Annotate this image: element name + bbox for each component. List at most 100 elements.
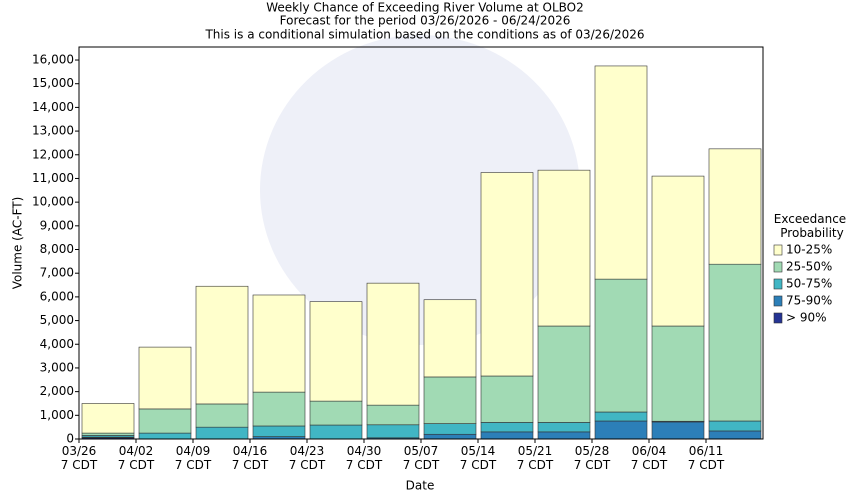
legend-label: 50-75%: [786, 277, 832, 291]
legend-swatch: [773, 278, 783, 290]
y-tick-label: 7,000: [40, 266, 74, 280]
bar-segment: [480, 422, 534, 433]
bar-segment: [366, 282, 420, 406]
x-tick-label: 04/02 7 CDT: [118, 444, 155, 472]
x-tick-line: 04/30: [347, 444, 382, 458]
y-axis-label: Volume (AC-FT): [11, 197, 25, 290]
x-tick-label: 06/04 7 CDT: [631, 444, 668, 472]
x-tick-line: 03/26: [62, 444, 97, 458]
bar-segment: [708, 420, 762, 432]
y-tick-label: 5,000: [40, 313, 74, 327]
x-tick-label: 06/11 7 CDT: [688, 444, 725, 472]
x-tick-label: 04/09 7 CDT: [175, 444, 212, 472]
bar-segment: [252, 425, 306, 437]
legend-title-line: Probability: [780, 226, 843, 240]
x-tick-label: 05/21 7 CDT: [517, 444, 554, 472]
y-tick-label: 14,000: [32, 100, 74, 114]
x-tick-line: 04/16: [233, 444, 268, 458]
x-tick-line: 05/28: [575, 444, 610, 458]
bar-segment: [195, 403, 249, 428]
x-tick-line: 7 CDT: [631, 458, 668, 472]
y-tick-label: 0: [66, 432, 74, 446]
y-tick-label: 13,000: [32, 124, 74, 138]
bar-segment: [252, 391, 306, 427]
x-tick-line: 05/21: [518, 444, 553, 458]
legend-label: 25-50%: [786, 260, 832, 274]
bar-segment: [81, 432, 135, 436]
bar-segment: [138, 432, 192, 440]
legend-label: 75-90%: [786, 294, 832, 308]
plot-border: [78, 46, 764, 440]
x-tick-label: 04/16 7 CDT: [232, 444, 269, 472]
bar-segment: [195, 285, 249, 405]
x-tick-line: 7 CDT: [232, 458, 269, 472]
bar-segment: [138, 408, 192, 434]
x-tick-line: 04/09: [176, 444, 211, 458]
x-tick-line: 7 CDT: [460, 458, 497, 472]
x-tick-line: 7 CDT: [517, 458, 554, 472]
x-tick-label: 05/28 7 CDT: [574, 444, 611, 472]
y-tick-label: 15,000: [32, 76, 74, 90]
bar-segment: [537, 431, 591, 440]
bar-segment: [252, 294, 306, 393]
bar-segment: [309, 424, 363, 440]
x-tick-line: 04/02: [119, 444, 154, 458]
x-tick-label: 05/07 7 CDT: [403, 444, 440, 472]
bar-segment: [651, 421, 705, 440]
x-tick-line: 7 CDT: [403, 458, 440, 472]
legend-title: Exceedance Probability: [774, 212, 846, 240]
x-tick-line: 05/14: [461, 444, 496, 458]
y-tick-label: 11,000: [32, 171, 74, 185]
y-tick-label: 8,000: [40, 242, 74, 256]
bar-segment: [651, 175, 705, 327]
bar-segment: [651, 325, 705, 422]
bar-segment: [708, 430, 762, 440]
bar-segment: [309, 400, 363, 426]
x-tick-line: 06/11: [689, 444, 724, 458]
x-tick-line: 06/04: [632, 444, 667, 458]
x-tick-label: 03/26 7 CDT: [61, 444, 98, 472]
x-tick-label: 04/30 7 CDT: [346, 444, 383, 472]
bar-segment: [537, 422, 591, 433]
chart-subtitle: Forecast for the period 03/26/2026 - 06/…: [280, 14, 571, 28]
chart-title: Weekly Chance of Exceeding River Volume …: [266, 1, 584, 15]
legend-swatch: [773, 312, 783, 324]
x-tick-line: 04/23: [290, 444, 325, 458]
bar-segment: [309, 301, 363, 402]
bar-segment: [423, 433, 477, 440]
legend-swatch: [773, 244, 783, 256]
bar-segment: [594, 420, 648, 440]
bar-segment: [480, 375, 534, 423]
x-tick-line: 7 CDT: [688, 458, 725, 472]
bar-segment: [594, 278, 648, 413]
bar-segment: [537, 325, 591, 423]
x-axis-label: Date: [406, 479, 435, 493]
x-tick-label: 04/23 7 CDT: [289, 444, 326, 472]
bar-segment: [138, 346, 192, 410]
bar-segment: [480, 431, 534, 440]
bar-segment: [195, 426, 249, 440]
x-tick-line: 7 CDT: [574, 458, 611, 472]
bar-segment: [81, 403, 135, 434]
bar-segment: [594, 65, 648, 280]
bar-segment: [708, 148, 762, 265]
bar-segment: [423, 376, 477, 424]
bar-segment: [423, 423, 477, 435]
y-tick-label: 4,000: [40, 337, 74, 351]
chart-subtitle: This is a conditional simulation based o…: [204, 28, 644, 42]
x-tick-line: 7 CDT: [175, 458, 212, 472]
bar-segment: [594, 411, 648, 422]
legend-label: 10-25%: [786, 243, 832, 257]
y-tick-label: 6,000: [40, 289, 74, 303]
y-tick-label: 12,000: [32, 147, 74, 161]
y-tick-label: 3,000: [40, 360, 74, 374]
y-tick-label: 1,000: [40, 408, 74, 422]
legend-title-line: Exceedance: [774, 212, 846, 226]
legend-swatch: [773, 295, 783, 307]
bar-segment: [537, 169, 591, 327]
bar-segment: [480, 172, 534, 377]
bar-segment: [423, 299, 477, 378]
y-tick-label: 9,000: [40, 218, 74, 232]
y-tick-label: 2,000: [40, 384, 74, 398]
